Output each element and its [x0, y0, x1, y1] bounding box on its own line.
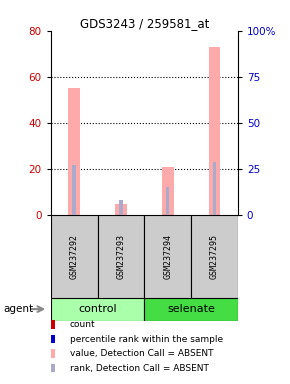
- Text: selenate: selenate: [167, 304, 215, 314]
- Bar: [162, 167, 173, 215]
- Text: value, Detection Call = ABSENT: value, Detection Call = ABSENT: [70, 349, 213, 358]
- Text: GSM237293: GSM237293: [116, 234, 125, 279]
- Bar: [119, 200, 123, 215]
- Bar: [191, 215, 238, 298]
- Bar: [213, 162, 216, 215]
- Bar: [68, 88, 80, 215]
- Text: percentile rank within the sample: percentile rank within the sample: [70, 334, 223, 344]
- Bar: [166, 187, 169, 215]
- Bar: [51, 298, 144, 321]
- Text: GSM237295: GSM237295: [210, 234, 219, 279]
- Bar: [144, 215, 191, 298]
- Bar: [51, 215, 97, 298]
- Text: GSM237292: GSM237292: [70, 234, 79, 279]
- Text: GDS3243 / 259581_at: GDS3243 / 259581_at: [80, 17, 210, 30]
- Bar: [72, 165, 76, 215]
- Bar: [144, 298, 238, 321]
- Text: control: control: [78, 304, 117, 314]
- Text: GSM237294: GSM237294: [163, 234, 172, 279]
- Bar: [209, 47, 220, 215]
- Text: count: count: [70, 320, 95, 329]
- Bar: [97, 215, 144, 298]
- Text: agent: agent: [3, 304, 33, 314]
- Bar: [115, 204, 127, 215]
- Text: rank, Detection Call = ABSENT: rank, Detection Call = ABSENT: [70, 364, 209, 373]
